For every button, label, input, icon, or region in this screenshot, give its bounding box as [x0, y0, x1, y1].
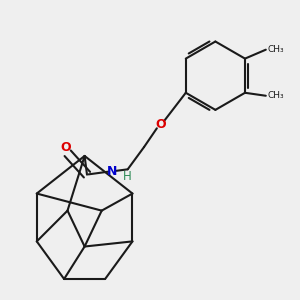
Text: N: N [107, 165, 117, 178]
Text: O: O [155, 118, 166, 131]
Text: O: O [61, 141, 71, 154]
Text: H: H [123, 170, 132, 183]
Text: CH₃: CH₃ [268, 91, 284, 100]
Text: CH₃: CH₃ [268, 45, 284, 54]
